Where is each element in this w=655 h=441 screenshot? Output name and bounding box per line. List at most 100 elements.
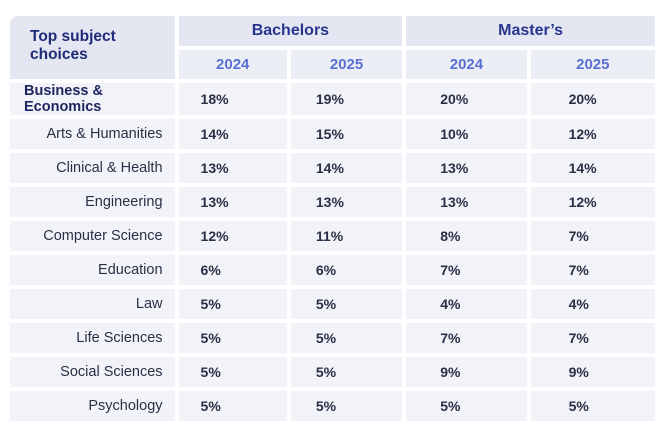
cell-masters-2024: 5% [406, 391, 527, 421]
cell-masters-2025-value: 7% [568, 330, 589, 346]
row-subject-label: Education [10, 255, 175, 285]
cell-masters-2025-value: 9% [568, 364, 589, 380]
subject-choices-table-container: Top subject choices Bachelors Master’s 2… [10, 16, 655, 421]
cell-bachelors-2024-value: 5% [200, 398, 221, 414]
year-header-masters-2025: 2025 [530, 50, 655, 79]
row-subject-label: Psychology [10, 391, 175, 421]
cell-bachelors-2025: 14% [290, 153, 403, 183]
cell-masters-2024: 20% [406, 83, 527, 115]
cell-masters-2024-value: 7% [440, 262, 461, 278]
cell-masters-2024: 7% [406, 255, 527, 285]
table-row: Arts & Humanities 14% 15% 10% 12% [10, 119, 655, 149]
cell-bachelors-2024-value: 5% [200, 364, 221, 380]
cell-bachelors-2024-value: 5% [200, 330, 221, 346]
cell-bachelors-2025-value: 11% [315, 228, 344, 244]
header-year-row: 2024 2025 2024 2025 [10, 50, 655, 79]
cell-masters-2025-value: 20% [568, 91, 597, 107]
table-row: Social Sciences 5% 5% 9% 9% [10, 357, 655, 387]
cell-masters-2024: 8% [406, 221, 527, 251]
table-row: Law 5% 5% 4% 4% [10, 289, 655, 319]
cell-masters-2025-value: 4% [568, 296, 589, 312]
table-row: Engineering 13% 13% 13% 12% [10, 187, 655, 217]
subject-choices-table: Top subject choices Bachelors Master’s 2… [6, 12, 655, 425]
cell-masters-2025-value: 12% [568, 126, 597, 142]
cell-bachelors-2024-value: 13% [200, 160, 229, 176]
cell-bachelors-2025: 5% [290, 323, 403, 353]
cell-bachelors-2024-value: 13% [200, 194, 229, 210]
row-subject-label: Clinical & Health [10, 153, 175, 183]
cell-masters-2025-value: 5% [568, 398, 589, 414]
cell-masters-2025-value: 14% [568, 160, 597, 176]
cell-bachelors-2024-value: 18% [200, 91, 229, 107]
cell-bachelors-2024: 5% [178, 289, 287, 319]
cell-masters-2025: 12% [530, 187, 655, 217]
cell-bachelors-2024-value: 6% [200, 262, 221, 278]
cell-bachelors-2025-value: 19% [315, 91, 344, 107]
row-subject-label: Arts & Humanities [10, 119, 175, 149]
cell-masters-2024-value: 13% [440, 160, 469, 176]
cell-masters-2024: 13% [406, 153, 527, 183]
cell-masters-2025-value: 12% [568, 194, 597, 210]
table-row: Life Sciences 5% 5% 7% 7% [10, 323, 655, 353]
cell-bachelors-2025: 5% [290, 357, 403, 387]
row-subject-label: Engineering [10, 187, 175, 217]
table-row: Education 6% 6% 7% 7% [10, 255, 655, 285]
cell-masters-2025: 7% [530, 323, 655, 353]
group-header-masters: Master’s [406, 16, 655, 46]
cell-masters-2024: 9% [406, 357, 527, 387]
cell-masters-2024-value: 8% [440, 228, 461, 244]
corner-header: Top subject choices [10, 16, 175, 79]
cell-masters-2024-value: 4% [440, 296, 461, 312]
cell-bachelors-2025: 5% [290, 289, 403, 319]
cell-masters-2024-value: 20% [440, 91, 469, 107]
row-subject-label: Computer Science [10, 221, 175, 251]
row-subject-label: Life Sciences [10, 323, 175, 353]
cell-masters-2025: 9% [530, 357, 655, 387]
cell-bachelors-2024-value: 14% [200, 126, 229, 142]
year-header-bachelors-2025: 2025 [290, 50, 403, 79]
row-subject-label: Business & Economics [10, 83, 175, 115]
cell-bachelors-2024: 12% [178, 221, 287, 251]
cell-bachelors-2024-value: 5% [200, 296, 221, 312]
cell-bachelors-2024: 5% [178, 323, 287, 353]
cell-bachelors-2024-value: 12% [200, 228, 229, 244]
table-row: Psychology 5% 5% 5% 5% [10, 391, 655, 421]
cell-bachelors-2025-value: 5% [315, 296, 337, 312]
cell-masters-2025: 4% [530, 289, 655, 319]
cell-masters-2025: 20% [530, 83, 655, 115]
table-row: Business & Economics 18% 19% 20% 20% [10, 83, 655, 115]
cell-bachelors-2024: 18% [178, 83, 287, 115]
cell-masters-2024-value: 7% [440, 330, 461, 346]
cell-bachelors-2024: 5% [178, 391, 287, 421]
table-row: Computer Science 12% 11% 8% 7% [10, 221, 655, 251]
row-subject-label: Social Sciences [10, 357, 175, 387]
cell-masters-2024: 13% [406, 187, 527, 217]
cell-bachelors-2024: 5% [178, 357, 287, 387]
cell-masters-2025-value: 7% [568, 262, 589, 278]
cell-masters-2025: 7% [530, 221, 655, 251]
year-header-masters-2024: 2024 [406, 50, 527, 79]
cell-bachelors-2025: 11% [290, 221, 403, 251]
cell-bachelors-2025-value: 13% [315, 194, 344, 210]
cell-masters-2024-value: 10% [440, 126, 469, 142]
cell-bachelors-2025-value: 5% [315, 330, 337, 346]
cell-bachelors-2025-value: 14% [315, 160, 344, 176]
cell-bachelors-2025-value: 15% [315, 126, 344, 142]
cell-bachelors-2025: 13% [290, 187, 403, 217]
table-row: Clinical & Health 13% 14% 13% 14% [10, 153, 655, 183]
cell-masters-2024-value: 9% [440, 364, 461, 380]
cell-bachelors-2025: 5% [290, 391, 403, 421]
cell-masters-2024: 4% [406, 289, 527, 319]
row-subject-label: Law [10, 289, 175, 319]
table-body: Business & Economics 18% 19% 20% 20% Arts & H… [10, 83, 655, 421]
cell-bachelors-2024: 13% [178, 187, 287, 217]
cell-bachelors-2024: 6% [178, 255, 287, 285]
cell-masters-2024: 7% [406, 323, 527, 353]
cell-bachelors-2025: 6% [290, 255, 403, 285]
header-group-row: Top subject choices Bachelors Master’s [10, 16, 655, 79]
cell-masters-2024-value: 5% [440, 398, 461, 414]
cell-masters-2025: 12% [530, 119, 655, 149]
cell-masters-2025: 7% [530, 255, 655, 285]
cell-bachelors-2024: 13% [178, 153, 287, 183]
cell-masters-2025-value: 7% [568, 228, 589, 244]
